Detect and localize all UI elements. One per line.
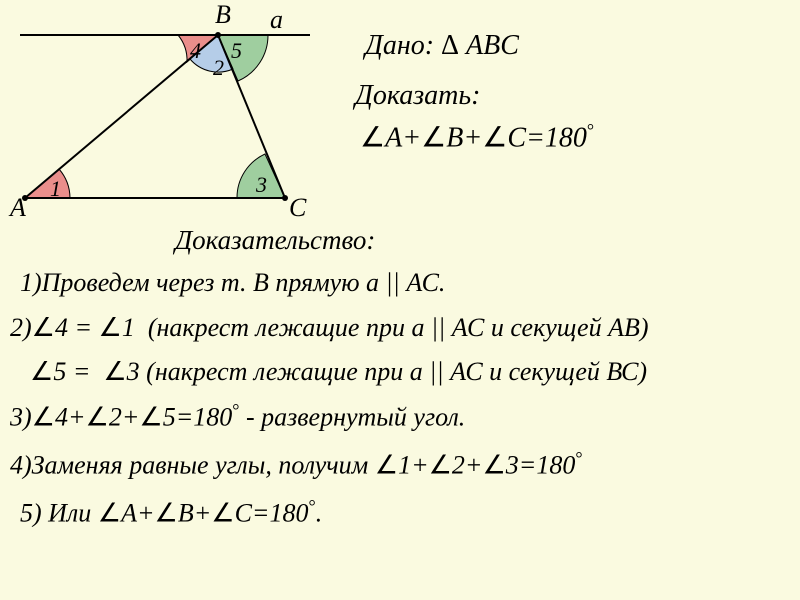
proof-step-3: 3)∠4+∠2+∠5=180° - развернутый угол. (10, 400, 465, 433)
prove-equation: ∠A+∠B+∠C=180° (360, 120, 594, 154)
angle-label-5: 5 (231, 38, 242, 63)
proof-step-2b: ∠5 = ∠3 (накрест лежащие при а || АС и с… (30, 357, 647, 387)
given-label: Дано: Δ ABC (365, 30, 519, 62)
proof-title: Доказательство: (175, 225, 375, 256)
angle-label-2: 2 (213, 55, 224, 80)
angle-1-arc (25, 169, 70, 198)
triangle-diagram: A B C a 1 2 3 4 5 (0, 0, 340, 230)
proof-step-4: 4)Заменяя равные углы, получим ∠1+∠2+∠3=… (10, 448, 583, 481)
angle-label-3: 3 (255, 172, 267, 197)
prove-label: Доказать: (355, 80, 480, 112)
proof-step-1: 1)Проведем через т. В прямую а || АС. (20, 268, 445, 298)
label-A: A (8, 193, 26, 222)
angle-label-1: 1 (50, 176, 61, 201)
proof-step-5: 5) Или ∠А+∠В+∠С=180°. (20, 496, 322, 529)
angle-label-4: 4 (190, 38, 201, 63)
proof-step-2: 2)∠4 = ∠1 (накрест лежащие при а || АС и… (10, 313, 649, 343)
label-B: B (215, 0, 231, 29)
label-line-a: a (270, 5, 283, 34)
label-C: C (289, 193, 307, 222)
